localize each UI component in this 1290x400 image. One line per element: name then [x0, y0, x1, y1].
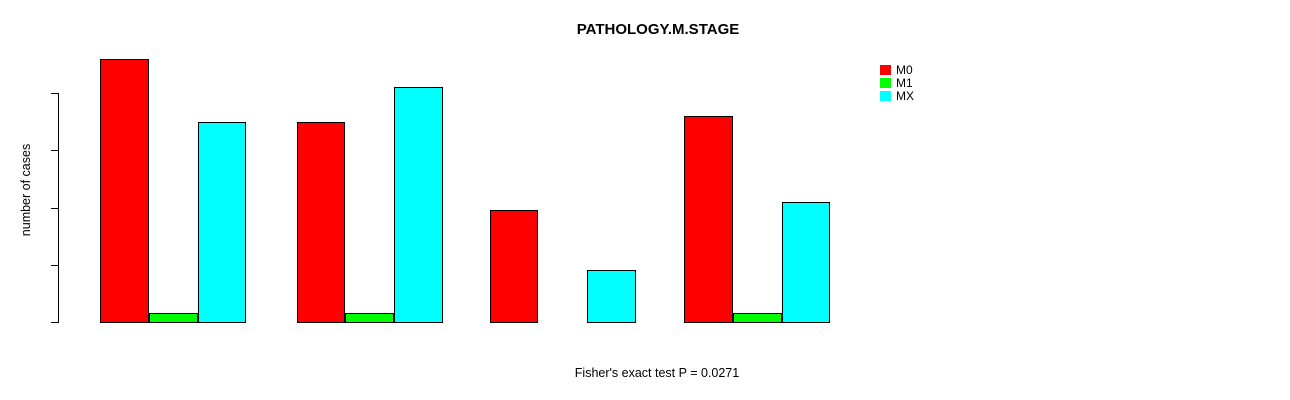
footer-annotation: Fisher's exact test P = 0.0271: [574, 366, 740, 380]
y-axis-tick: [51, 265, 58, 266]
y-axis-label: number of cases: [19, 143, 33, 237]
y-axis-tick: [51, 93, 58, 94]
y-axis-tick: [51, 208, 58, 209]
bar-m0-subtype2: [297, 122, 345, 323]
legend-item-m0: M0: [880, 63, 914, 77]
legend-color-swatch-icon: [880, 65, 891, 75]
legend-label: M0: [896, 63, 913, 77]
legend-item-mx: MX: [880, 89, 914, 103]
bar-m0-subtype3: [490, 210, 538, 323]
bar-mx-subtype1: [198, 122, 246, 323]
y-axis-line: [58, 93, 59, 323]
chart-legend: M0 M1 MX: [880, 63, 914, 103]
legend-color-swatch-icon: [880, 78, 891, 88]
legend-item-m1: M1: [880, 76, 914, 90]
bar-mx-subtype4: [782, 202, 830, 323]
bar-m0-subtype1: [100, 59, 149, 323]
legend-color-swatch-icon: [880, 91, 891, 101]
bar-m1-subtype2: [345, 313, 394, 323]
bar-mx-subtype2: [394, 87, 443, 323]
bar-m1-subtype1: [149, 313, 198, 323]
bar-m1-subtype4: [733, 313, 782, 323]
legend-label: MX: [896, 89, 914, 103]
y-axis-tick: [51, 150, 58, 151]
y-axis-tick: [51, 322, 58, 323]
bar-mx-subtype3: [587, 270, 636, 323]
legend-label: M1: [896, 76, 913, 90]
chart-title: PATHOLOGY.M.STAGE: [576, 21, 740, 38]
bar-m0-subtype4: [684, 116, 733, 323]
